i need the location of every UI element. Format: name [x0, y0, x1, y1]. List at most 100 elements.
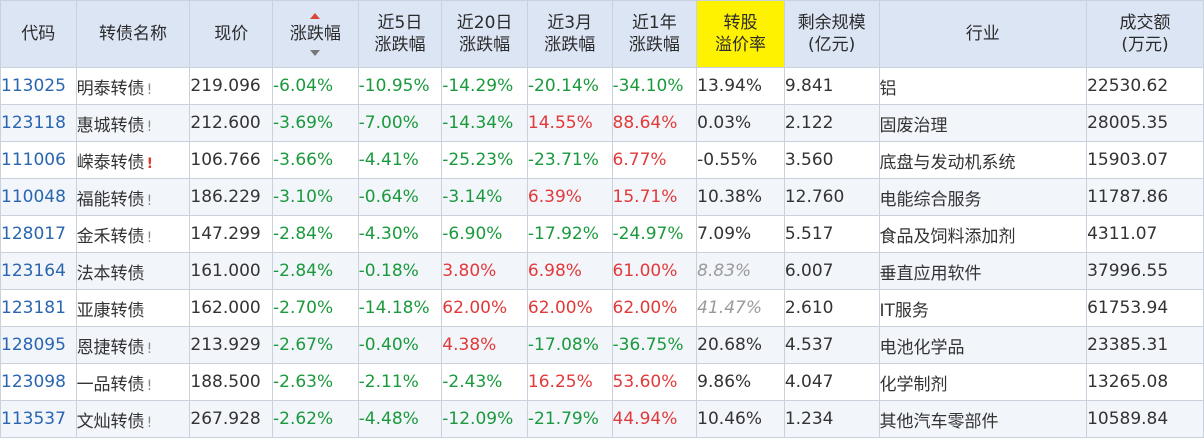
column-header-label: 转股 溢价率: [713, 12, 768, 56]
cell-volume: 13265.08: [1086, 363, 1204, 401]
column-header-chg5[interactable]: 近5日 涨跌幅: [357, 0, 443, 68]
table-header: 代码 转债名称 现价 涨跌幅 近5日 涨跌幅 近20日 涨跌幅 近3月 涨跌幅 近1年 涨跌幅 转股 溢价…: [0, 0, 1204, 68]
column-header-line: 转债名称: [98, 24, 167, 44]
bond-name[interactable]: 恩捷转债: [76, 337, 145, 358]
sort-asc-icon[interactable]: [310, 13, 321, 19]
bond-name[interactable]: 明泰转债: [76, 78, 145, 99]
cell-chg3m: 62.00%: [526, 289, 613, 327]
bond-name[interactable]: 金禾转债: [76, 226, 145, 247]
cell-chg3m: -17.08%: [526, 326, 613, 364]
column-header-line: 现价: [214, 24, 249, 44]
column-header-scale[interactable]: 剩余规模 (亿元): [783, 0, 880, 68]
cell-name[interactable]: 惠城转债!: [75, 104, 191, 142]
cell-name[interactable]: 金禾转债!: [75, 215, 191, 253]
cell-price: 106.766: [189, 141, 274, 179]
column-header-name[interactable]: 转债名称: [75, 0, 191, 68]
column-header-price[interactable]: 现价: [189, 0, 274, 68]
column-header-label: 转债名称: [97, 23, 169, 45]
bond-name[interactable]: 嵘泰转债: [76, 152, 145, 173]
cell-industry: 底盘与发动机系统: [878, 141, 1088, 179]
warning-mark-icon[interactable]: !: [146, 118, 153, 135]
column-header-line: 涨跌幅: [374, 35, 426, 55]
column-header-label: 近1年 涨跌幅: [627, 12, 682, 56]
warning-mark-icon[interactable]: !: [146, 229, 153, 246]
column-header-chg1y[interactable]: 近1年 涨跌幅: [611, 0, 698, 68]
table-row[interactable]: 128017 金禾转债! 147.299 -2.84% -4.30% -6.90% -17.…: [0, 215, 1204, 253]
cell-code[interactable]: 123181: [0, 289, 77, 327]
column-header-line: 代码: [21, 24, 56, 44]
sort-desc-icon[interactable]: [310, 50, 321, 56]
table-row[interactable]: 123181 亚康转债 162.000 -2.70% -14.18% 62.00% 62.0…: [0, 289, 1204, 327]
table-row[interactable]: 110048 福能转债! 186.229 -3.10% -0.64% -3.14% 6.39…: [0, 178, 1204, 216]
cell-name[interactable]: 法本转债: [75, 252, 191, 290]
cell-chg3m: 6.39%: [526, 178, 613, 216]
cell-chg3m: 16.25%: [526, 363, 613, 401]
bond-name[interactable]: 福能转债: [76, 189, 145, 210]
table-row[interactable]: 123098 一品转债! 188.500 -2.63% -2.11% -2.43% 16.2…: [0, 363, 1204, 401]
cell-chg3m: -20.14%: [526, 67, 613, 105]
bond-name[interactable]: 一品转债: [76, 374, 145, 395]
warning-mark-icon[interactable]: !: [146, 340, 153, 357]
cell-name[interactable]: 文灿转债!: [75, 400, 191, 438]
column-header-label: 行业: [964, 23, 1002, 45]
column-header-premium[interactable]: 转股 溢价率: [696, 0, 785, 68]
table-row[interactable]: 113537 文灿转债! 267.928 -2.62% -4.48% -12.09% -21…: [0, 400, 1204, 438]
cell-name[interactable]: 明泰转债!: [75, 67, 191, 105]
cell-chg5: -2.11%: [357, 363, 443, 401]
cell-chg20: -14.29%: [441, 67, 528, 105]
column-header-chg3m[interactable]: 近3月 涨跌幅: [526, 0, 613, 68]
warning-mark-icon[interactable]: !: [146, 81, 153, 98]
cell-code[interactable]: 113025: [0, 67, 77, 105]
cell-chg: -2.84%: [272, 215, 359, 253]
cell-name[interactable]: 亚康转债: [75, 289, 191, 327]
warning-mark-icon[interactable]: !: [146, 155, 153, 172]
cell-code[interactable]: 128017: [0, 215, 77, 253]
column-header-line: (亿元): [808, 35, 856, 55]
table-row[interactable]: 123164 法本转债 161.000 -2.84% -0.18% 3.80% 6.98% 6…: [0, 252, 1204, 290]
warning-mark-icon[interactable]: !: [146, 377, 153, 394]
cell-chg: -2.84%: [272, 252, 359, 290]
table-row[interactable]: 113025 明泰转债! 219.096 -6.04% -10.95% -14.29% -2…: [0, 67, 1204, 105]
bond-name[interactable]: 亚康转债: [76, 300, 145, 321]
column-header-label: 代码: [19, 23, 57, 45]
cell-premium: 10.38%: [696, 178, 785, 216]
cell-name[interactable]: 福能转债!: [75, 178, 191, 216]
column-header-label: 近20日 涨跌幅: [455, 12, 515, 56]
bond-name[interactable]: 法本转债: [76, 263, 145, 284]
warning-mark-icon[interactable]: !: [146, 414, 153, 431]
cell-code[interactable]: 110048: [0, 178, 77, 216]
cell-chg5: -10.95%: [357, 67, 443, 105]
cell-code[interactable]: 123164: [0, 252, 77, 290]
column-header-chg[interactable]: 涨跌幅: [272, 0, 359, 68]
cell-code[interactable]: 123118: [0, 104, 77, 142]
cell-name[interactable]: 一品转债!: [75, 363, 191, 401]
cell-industry: 电池化学品: [878, 326, 1088, 364]
cell-price: 147.299: [189, 215, 274, 253]
cell-name[interactable]: 恩捷转债!: [75, 326, 191, 364]
table-row[interactable]: 111006 嵘泰转债! 106.766 -3.66% -4.41% -25.23% -23…: [0, 141, 1204, 179]
cell-price: 162.000: [189, 289, 274, 327]
table-row[interactable]: 123118 惠城转债! 212.600 -3.69% -7.00% -14.34% 14.…: [0, 104, 1204, 142]
column-header-chg20[interactable]: 近20日 涨跌幅: [441, 0, 528, 68]
cell-chg3m: -17.92%: [526, 215, 613, 253]
cell-chg3m: -21.79%: [526, 400, 613, 438]
cell-chg5: -7.00%: [357, 104, 443, 142]
column-header-code[interactable]: 代码: [0, 0, 77, 68]
table-row[interactable]: 128095 恩捷转债! 213.929 -2.67% -0.40% 4.38% -17.0…: [0, 326, 1204, 364]
cell-code[interactable]: 123098: [0, 363, 77, 401]
bond-name[interactable]: 文灿转债: [76, 411, 145, 432]
cell-chg1y: 62.00%: [611, 289, 698, 327]
cell-premium: 20.68%: [696, 326, 785, 364]
cell-scale: 2.610: [783, 289, 880, 327]
cell-code[interactable]: 113537: [0, 400, 77, 438]
column-header-industry[interactable]: 行业: [878, 0, 1088, 68]
column-header-volume[interactable]: 成交额 (万元): [1086, 0, 1204, 68]
bond-name[interactable]: 惠城转债: [76, 115, 145, 136]
cell-chg1y: -36.75%: [611, 326, 698, 364]
cell-code[interactable]: 128095: [0, 326, 77, 364]
cell-name[interactable]: 嵘泰转债!: [75, 141, 191, 179]
warning-mark-icon[interactable]: !: [146, 192, 153, 209]
cell-code[interactable]: 111006: [0, 141, 77, 179]
cell-premium: 8.83%: [696, 252, 785, 290]
cell-price: 188.500: [189, 363, 274, 401]
